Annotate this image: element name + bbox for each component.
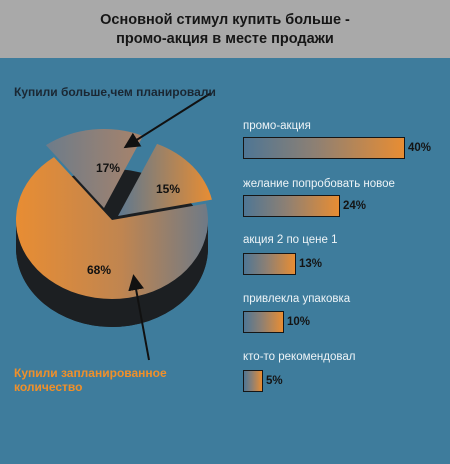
pie-value-label: 17% xyxy=(96,161,121,175)
bar xyxy=(243,253,296,275)
bar-value-label: 5% xyxy=(266,375,283,387)
bar xyxy=(243,311,284,333)
pie-slice xyxy=(118,143,212,216)
title-banner xyxy=(0,0,450,58)
bar-value-label: 10% xyxy=(287,316,311,328)
pie-value-label: 15% xyxy=(156,182,181,196)
callout-more-than-planned: Купили больше,чем планировали xyxy=(14,85,216,99)
chart-title: Основной стимул купить больше - промо-ак… xyxy=(0,11,450,49)
chart-title-line-2: промо-акция в месте продажи xyxy=(116,31,334,47)
callout-planned-quantity: Купили запланированное количество xyxy=(14,366,184,394)
bar-value-label: 24% xyxy=(343,200,367,212)
bar-category-label: кто-то рекомендовал xyxy=(243,351,356,363)
pie-slice xyxy=(16,157,209,299)
bar-category-label: привлекла упаковка xyxy=(243,293,351,305)
bar-value-label: 40% xyxy=(408,142,432,154)
pie-value-label: 68% xyxy=(87,263,112,277)
bar-category-label: акция 2 по цене 1 xyxy=(243,234,338,246)
bar-category-label: промо-акция xyxy=(243,120,311,132)
bar xyxy=(243,195,340,217)
bar xyxy=(243,370,263,392)
bar-value-label: 13% xyxy=(299,258,323,270)
bar-category-label: желание попробовать новое xyxy=(243,178,395,190)
callout-planned-line-1: Купили запланированное xyxy=(14,366,167,380)
pie-slices xyxy=(16,129,212,299)
arrow-more-than-planned xyxy=(123,92,212,149)
pie-slice xyxy=(45,129,144,208)
arrow-planned-quantity xyxy=(128,274,150,361)
callout-planned-line-2: количество xyxy=(14,380,83,394)
chart-title-line-1: Основной стимул купить больше - xyxy=(100,12,350,28)
bar xyxy=(243,137,405,159)
